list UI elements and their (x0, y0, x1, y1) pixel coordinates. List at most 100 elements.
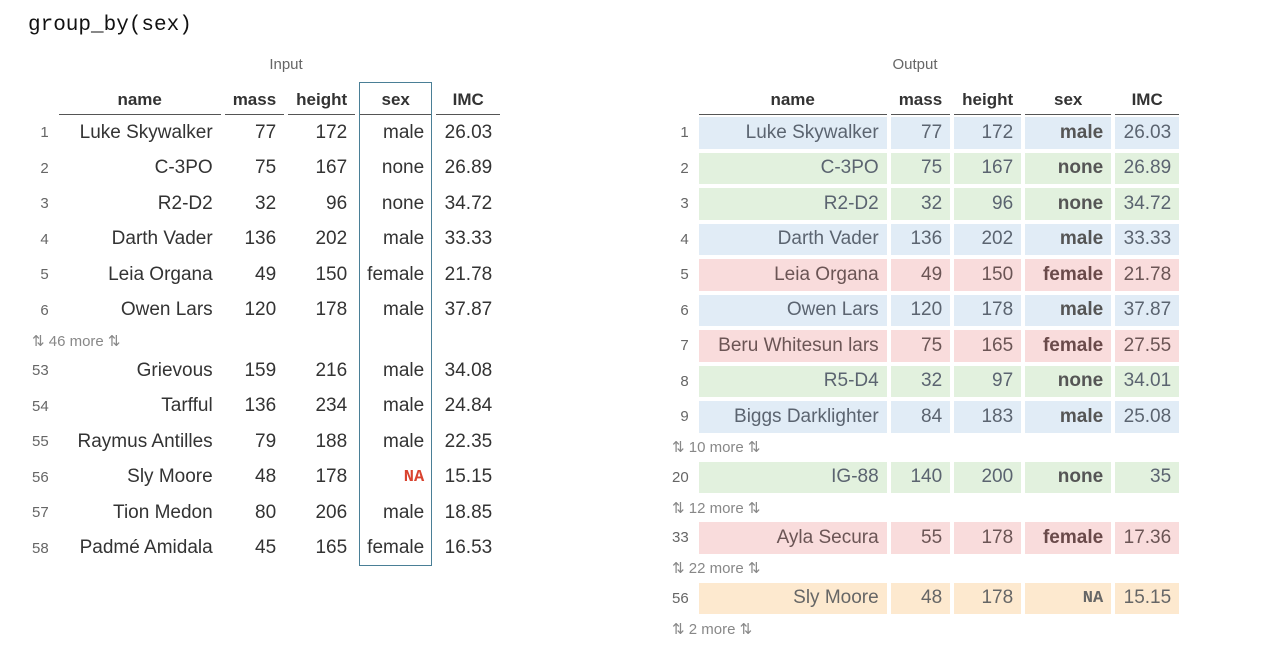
cell-height: 178 (954, 520, 1022, 556)
cell-height: 206 (315, 501, 348, 523)
table-row: 4 Darth Vader 136 202 male 33.33 (32, 222, 500, 258)
cell-height: 167 (954, 150, 1022, 186)
cell-imc: 16.53 (444, 537, 493, 559)
cell-imc: 25.08 (1115, 399, 1180, 435)
cell-mass: 79 (255, 430, 277, 452)
row-index: 7 (672, 328, 695, 364)
cell-sex: male (1025, 115, 1112, 151)
more-rows-text: ⇅ 10 more ⇅ (672, 439, 761, 456)
cell-imc: 24.84 (444, 395, 493, 417)
cell-height: 172 (315, 121, 348, 143)
cell-mass: 75 (890, 328, 951, 364)
cell-sex: male (383, 299, 425, 321)
index-header (672, 86, 695, 115)
row-index: 1 (40, 124, 49, 142)
cell-name: R5-D4 (698, 363, 887, 399)
table-row: 6 Owen Lars 120 178 male 37.87 (32, 293, 500, 329)
row-index: 33 (672, 520, 695, 556)
cell-name: Tion Medon (113, 501, 213, 523)
output-table: name mass height sex IMC 1 Luke Skywalker… (668, 86, 1183, 641)
column-header-name: name (58, 86, 221, 115)
cell-imc: 26.89 (444, 157, 493, 179)
cell-height: 165 (315, 537, 348, 559)
cell-mass: 140 (890, 459, 951, 495)
cell-sex: female (1025, 257, 1112, 293)
cell-name: Sly Moore (127, 466, 213, 488)
table-row: 57 Tion Medon 80 206 male 18.85 (32, 495, 500, 531)
row-index: 4 (672, 221, 695, 257)
cell-name: C-3PO (154, 157, 213, 179)
cell-imc: 26.03 (444, 121, 493, 143)
row-index: 55 (32, 433, 49, 451)
index-header (32, 86, 55, 115)
cell-sex: none (1025, 186, 1112, 222)
cell-mass: 48 (255, 466, 277, 488)
cell-sex: none (1025, 459, 1112, 495)
row-index: 6 (672, 292, 695, 328)
row-index: 56 (32, 468, 49, 486)
row-index: 5 (672, 257, 695, 293)
row-index: 53 (32, 362, 49, 380)
table-row: 1 Luke Skywalker 77 172 male 26.03 (32, 115, 500, 151)
cell-sex: male (1025, 399, 1112, 435)
cell-sex: none (1025, 150, 1112, 186)
input-table: name mass height sex IMC 1 Luke Skywalker… (28, 86, 504, 566)
table-row: 58 Padmé Amidala 45 165 female 16.53 (32, 531, 500, 567)
cell-mass: 48 (890, 580, 951, 616)
column-header-imc: IMC (436, 86, 501, 115)
cell-height: 202 (315, 228, 348, 250)
more-rows-indicator: ⇅ 46 more ⇅ (32, 328, 500, 353)
cell-name: R2-D2 (698, 186, 887, 222)
cell-mass: 75 (255, 157, 277, 179)
cell-sex: none (1025, 363, 1112, 399)
table-row: 9 Biggs Darklighter 84 183 male 25.08 (672, 399, 1180, 435)
cell-name: C-3PO (698, 150, 887, 186)
cell-imc: 15.15 (444, 466, 493, 488)
cell-height: 167 (315, 157, 348, 179)
more-rows-indicator: ⇅ 10 more ⇅ (672, 435, 1179, 460)
table-row: 7 Beru Whitesun lars 75 165 female 27.55 (672, 328, 1180, 364)
cell-name: Raymus Antilles (77, 430, 213, 452)
cell-name: Biggs Darklighter (698, 399, 887, 435)
row-index: 5 (40, 266, 49, 284)
column-header-name: name (698, 86, 887, 115)
cell-imc: 18.85 (444, 501, 493, 523)
cell-name: Luke Skywalker (79, 121, 213, 143)
table-row: 54 Tarfful 136 234 male 24.84 (32, 389, 500, 425)
output-header-row: name mass height sex IMC (672, 86, 1180, 115)
column-header-height: height (954, 86, 1022, 115)
table-row: 8 R5-D4 32 97 none 34.01 (672, 363, 1180, 399)
cell-name: Padmé Amidala (79, 537, 213, 559)
table-row: 4 Darth Vader 136 202 male 33.33 (672, 221, 1180, 257)
table-row: 5 Leia Organa 49 150 female 21.78 (32, 257, 500, 293)
cell-name: Beru Whitesun lars (698, 328, 887, 364)
table-row: 2 C-3PO 75 167 none 26.89 (672, 150, 1180, 186)
more-rows-text: ⇅ 12 more ⇅ (672, 499, 761, 517)
cell-sex: female (367, 537, 425, 559)
cell-imc: 26.89 (1115, 150, 1180, 186)
cell-height: 188 (315, 430, 348, 452)
cell-height: 178 (315, 466, 348, 488)
cell-height: 178 (954, 292, 1022, 328)
cell-height: 96 (954, 186, 1022, 222)
cell-imc: 37.87 (1115, 292, 1180, 328)
row-index: 1 (672, 115, 695, 151)
table-row: 2 C-3PO 75 167 none 26.89 (32, 151, 500, 187)
cell-height: 150 (315, 263, 348, 285)
table-row: 1 Luke Skywalker 77 172 male 26.03 (672, 115, 1180, 151)
cell-sex: female (1025, 328, 1112, 364)
table-row: 3 R2-D2 32 96 none 34.72 (32, 186, 500, 222)
cell-imc: 34.72 (1115, 186, 1180, 222)
cell-name: Grievous (136, 359, 213, 381)
column-header-sex: sex (359, 86, 433, 115)
cell-height: 150 (954, 257, 1022, 293)
cell-sex: male (383, 228, 425, 250)
cell-height: 183 (954, 399, 1022, 435)
cell-mass: 75 (890, 150, 951, 186)
cell-mass: 136 (244, 395, 277, 417)
more-rows-indicator: ⇅ 2 more ⇅ (672, 616, 1179, 641)
cell-name: Darth Vader (111, 228, 213, 250)
cell-sex: female (1025, 520, 1112, 556)
row-index: 2 (40, 159, 49, 177)
cell-mass: 49 (255, 263, 277, 285)
